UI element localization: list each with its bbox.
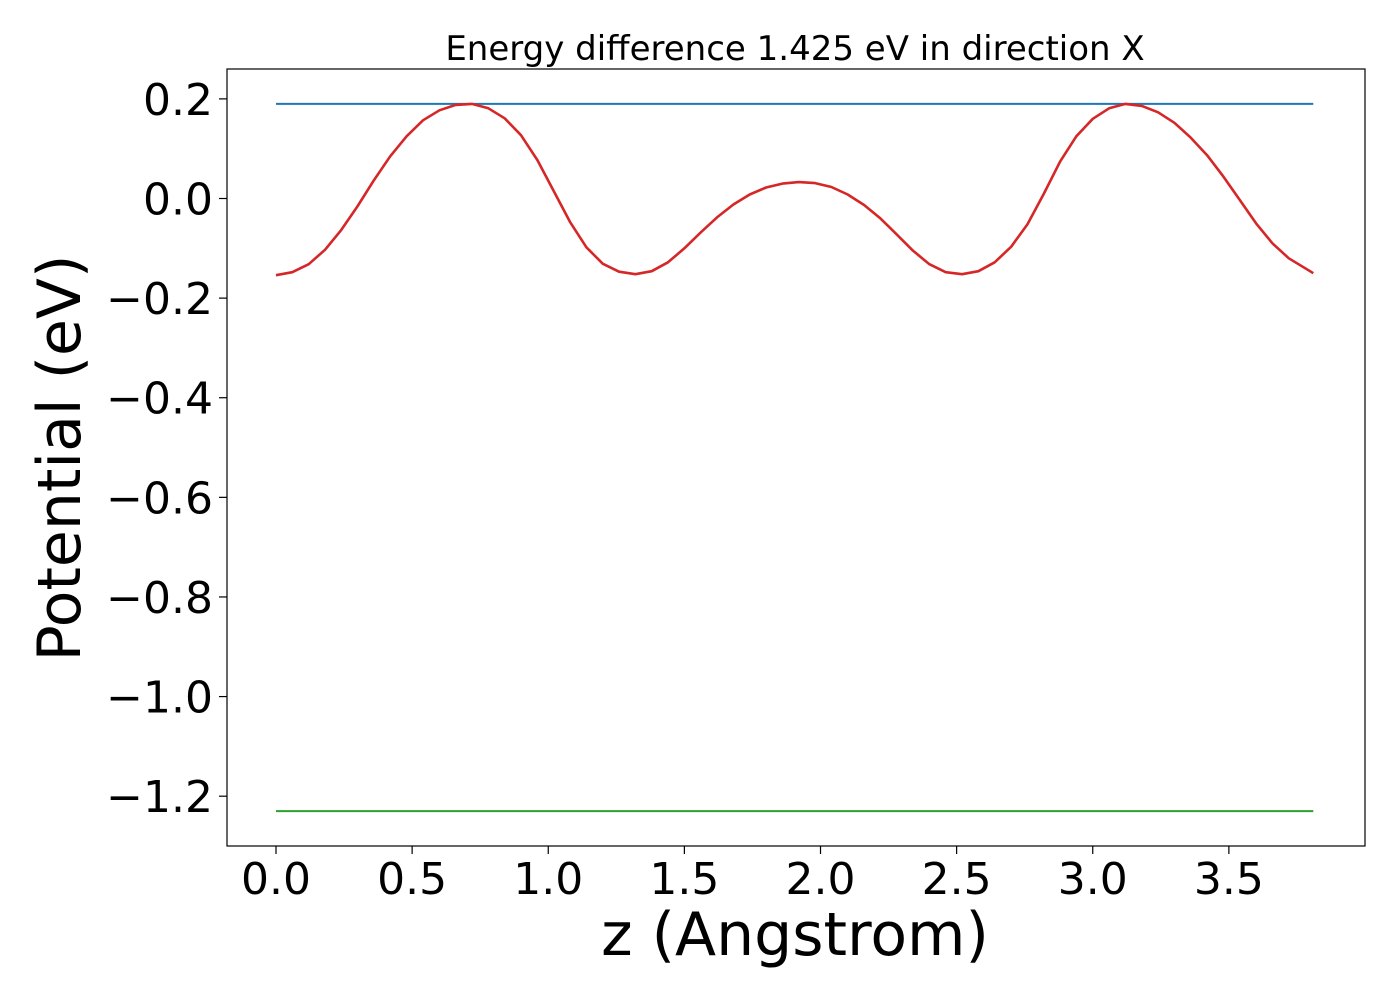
y-tick-label: −0.8 (106, 573, 213, 624)
y-tick-label: −0.2 (106, 274, 213, 325)
y-tick-label: 0.2 (143, 75, 213, 126)
y-tick-label: −1.2 (106, 772, 213, 823)
x-tick-label: 2.5 (922, 854, 992, 905)
x-tick-label: 0.0 (241, 854, 311, 905)
x-tick-label: 1.5 (649, 854, 719, 905)
series-line-2 (275, 102, 1314, 277)
x-axis-ticks: 0.0 0.5 1.0 1.5 2.0 2.5 3.0 3.5 (241, 846, 1264, 905)
y-tick-label: −1.0 (106, 673, 213, 724)
plot-lines (275, 102, 1314, 813)
x-tick-label: 0.5 (377, 854, 447, 905)
y-axis-label: Potential (eV) (25, 255, 95, 662)
y-tick-label: −0.6 (106, 473, 213, 524)
x-tick-label: 3.5 (1194, 854, 1264, 905)
y-axis-ticks: 0.2 0.0 −0.2 −0.4 −0.6 −0.8 −1.0 −1.2 (106, 75, 227, 823)
plot-frame (226, 68, 1366, 847)
y-tick-label: 0.0 (143, 175, 213, 226)
x-axis-label: z (Angstrom) (601, 900, 989, 970)
x-tick-label: 1.0 (513, 854, 583, 905)
y-tick-label: −0.4 (106, 374, 213, 425)
x-tick-label: 3.0 (1058, 854, 1128, 905)
x-tick-label: 2.0 (786, 854, 856, 905)
chart-title: Energy difference 1.425 eV in direction … (445, 29, 1144, 69)
